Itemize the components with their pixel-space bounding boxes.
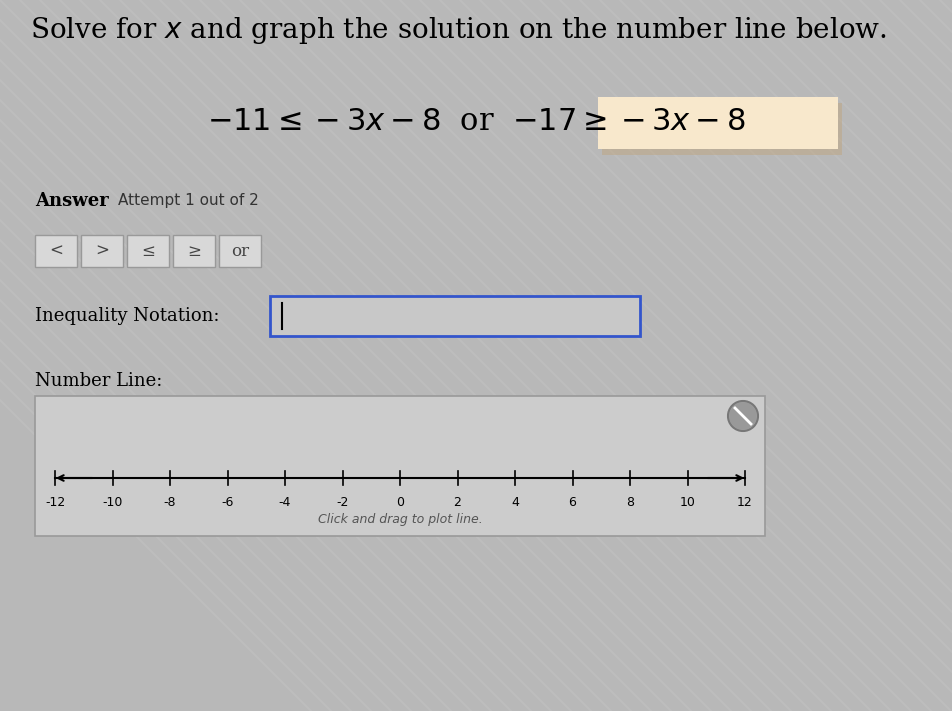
Text: 12: 12 <box>737 496 753 509</box>
Text: -2: -2 <box>336 496 348 509</box>
Bar <box>270 296 640 336</box>
Text: >: > <box>95 242 109 260</box>
Circle shape <box>730 403 756 429</box>
Text: Attempt 1 out of 2: Attempt 1 out of 2 <box>118 193 259 208</box>
Bar <box>81 235 123 267</box>
Text: ≥: ≥ <box>187 242 201 260</box>
Text: Inequality Notation:: Inequality Notation: <box>35 307 220 325</box>
Text: 4: 4 <box>511 496 519 509</box>
Text: 6: 6 <box>568 496 577 509</box>
Text: Number Line:: Number Line: <box>35 372 163 390</box>
Text: -12: -12 <box>45 496 65 509</box>
Text: ≤: ≤ <box>141 242 155 260</box>
Text: <: < <box>49 242 63 260</box>
Text: 0: 0 <box>396 496 404 509</box>
Circle shape <box>728 401 758 431</box>
Text: -6: -6 <box>221 496 233 509</box>
Text: $-11 \leq -3x - 8$  or  $-17 \geq -3x - 8$: $-11 \leq -3x - 8$ or $-17 \geq -3x - 8$ <box>207 105 745 137</box>
Bar <box>219 235 261 267</box>
Bar <box>602 103 842 155</box>
Bar <box>35 235 77 267</box>
Text: 10: 10 <box>680 496 696 509</box>
Text: -10: -10 <box>102 496 123 509</box>
Text: -8: -8 <box>164 496 176 509</box>
Bar <box>35 396 765 536</box>
Text: Click and drag to plot line.: Click and drag to plot line. <box>318 513 483 527</box>
Text: or: or <box>231 242 249 260</box>
Text: -4: -4 <box>279 496 291 509</box>
Bar <box>598 97 838 149</box>
Text: Answer: Answer <box>35 192 109 210</box>
Text: 8: 8 <box>626 496 634 509</box>
Text: 2: 2 <box>453 496 462 509</box>
Text: Solve for $x$ and graph the solution on the number line below.: Solve for $x$ and graph the solution on … <box>30 16 887 46</box>
Bar <box>127 235 169 267</box>
Bar <box>173 235 215 267</box>
